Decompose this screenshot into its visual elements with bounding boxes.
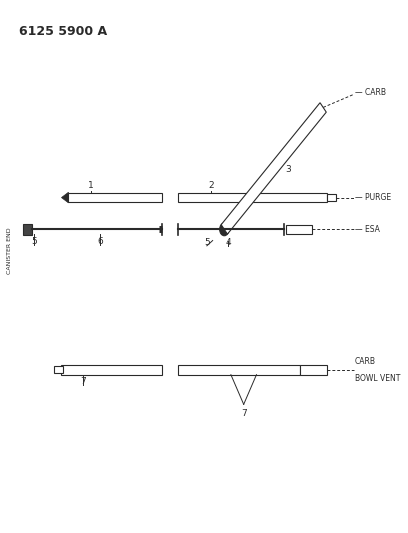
Text: 6: 6 — [98, 237, 103, 246]
Text: 1: 1 — [88, 181, 93, 190]
Bar — [178, 193, 327, 203]
Bar — [23, 224, 32, 235]
Circle shape — [220, 223, 229, 236]
Bar — [286, 225, 312, 233]
Bar — [327, 194, 335, 201]
Text: 5: 5 — [204, 238, 210, 247]
Text: 5: 5 — [31, 237, 37, 246]
Text: 4: 4 — [225, 238, 231, 247]
Polygon shape — [62, 192, 69, 203]
Text: 7: 7 — [241, 409, 246, 417]
Text: — PURGE: — PURGE — [355, 193, 391, 202]
Text: 2: 2 — [208, 181, 213, 190]
Text: BOWL VENT: BOWL VENT — [355, 374, 400, 383]
Text: CARB: CARB — [355, 357, 376, 366]
Bar — [54, 366, 63, 374]
Bar — [68, 193, 162, 203]
Polygon shape — [221, 103, 326, 234]
Text: 6125 5900 A: 6125 5900 A — [19, 25, 107, 38]
Text: 7: 7 — [80, 377, 86, 386]
Text: — ESA: — ESA — [355, 225, 380, 234]
Bar — [178, 365, 300, 375]
Text: CANISTER END: CANISTER END — [7, 227, 12, 274]
Text: — CARB: — CARB — [355, 88, 386, 97]
Bar — [62, 365, 162, 375]
Text: 3: 3 — [285, 165, 291, 174]
Bar — [300, 365, 327, 375]
